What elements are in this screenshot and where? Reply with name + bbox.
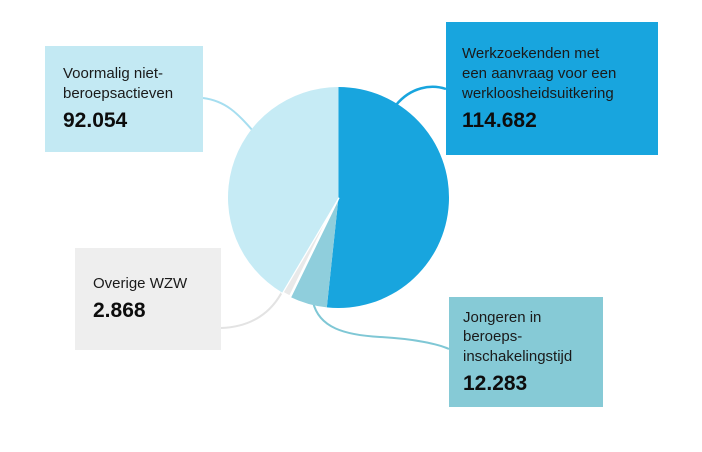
callout-voormalig: Voormalig niet- beroepsactieven 92.054 xyxy=(45,46,203,152)
connector-voormalig xyxy=(202,97,255,133)
callout-overige-label: Overige WZW xyxy=(93,275,188,293)
callout-overige-value: 2.868 xyxy=(93,299,146,323)
connector-lines xyxy=(202,85,450,350)
connector-jongeren xyxy=(312,301,450,350)
connector-overige xyxy=(220,289,284,329)
callout-werkzoekenden-value: 114.682 xyxy=(462,108,537,132)
callout-jongeren-value: 12.283 xyxy=(463,372,528,396)
callout-voormalig-label: Voormalig niet- beroepsactieven xyxy=(63,65,174,103)
callout-voormalig-value: 92.054 xyxy=(63,109,128,133)
connector-werkzoekenden xyxy=(395,85,447,106)
callout-jongeren: Jongeren in beroeps- inschakelingstijd 1… xyxy=(449,297,603,407)
pie-slices xyxy=(228,87,450,308)
pie-slice-werkzoekenden xyxy=(326,87,450,308)
callout-werkzoekenden: Werkzoekenden met een aanvraag voor een … xyxy=(446,22,658,155)
pie-slice-voormalig xyxy=(228,87,339,293)
callout-werkzoekenden-label: Werkzoekenden met een aanvraag voor een … xyxy=(462,45,617,102)
callout-overige: Overige WZW 2.868 xyxy=(75,248,221,350)
callout-jongeren-label: Jongeren in beroeps- inschakelingstijd xyxy=(463,308,573,366)
pie-slice-overige xyxy=(280,196,340,299)
